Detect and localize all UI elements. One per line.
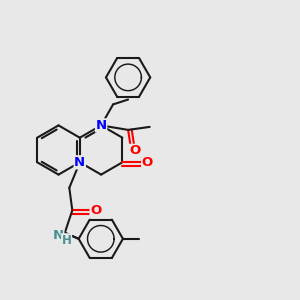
Text: O: O — [142, 156, 153, 169]
Text: O: O — [90, 204, 101, 217]
Text: O: O — [129, 144, 140, 158]
Text: H: H — [62, 234, 71, 247]
Text: N: N — [52, 229, 64, 242]
Text: N: N — [95, 119, 107, 132]
Text: N: N — [74, 156, 85, 169]
